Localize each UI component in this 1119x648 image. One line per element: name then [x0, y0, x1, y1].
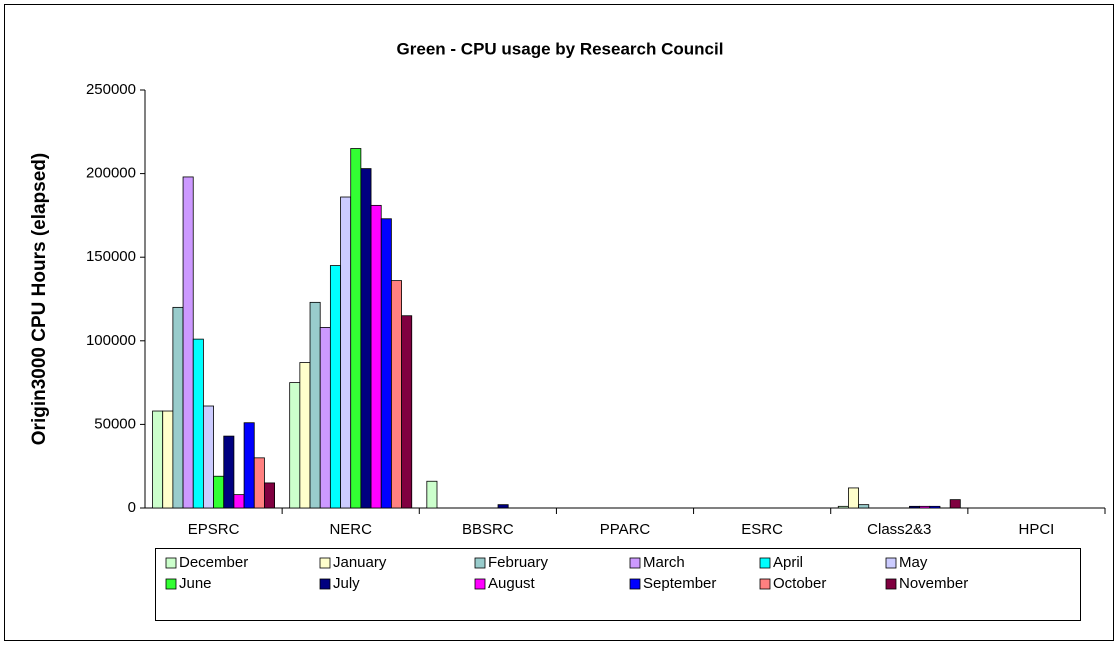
bar [390, 280, 402, 509]
bar [213, 475, 225, 509]
x-tick-label: BBSRC [462, 521, 514, 538]
x-tick-label: ESRC [741, 521, 783, 538]
bar [172, 306, 184, 509]
x-tick-label: EPSRC [188, 521, 240, 538]
legend-swatch [474, 578, 486, 590]
bar [360, 168, 372, 509]
legend-label: November [899, 575, 968, 592]
bar [192, 338, 204, 509]
bar [253, 457, 265, 509]
bar [858, 504, 870, 509]
bar [243, 422, 255, 509]
legend-swatch [165, 557, 177, 569]
x-tick-label: HPCI [1019, 521, 1055, 538]
legend [155, 548, 1081, 621]
legend-label: February [488, 554, 549, 571]
legend-swatch [885, 557, 897, 569]
bar [329, 265, 341, 509]
y-axis-label: Origin3000 CPU Hours (elapsed) [29, 153, 50, 445]
legend-label: January [333, 554, 387, 571]
legend-swatch [165, 578, 177, 590]
bar [497, 504, 509, 509]
x-tick-label: PPARC [600, 521, 651, 538]
bar [309, 301, 321, 509]
legend-swatch [759, 578, 771, 590]
y-tick-label: 100000 [86, 332, 136, 349]
bar [319, 327, 331, 509]
bar [152, 410, 164, 509]
legend-swatch [629, 557, 641, 569]
legend-label: July [333, 575, 360, 592]
bar [162, 410, 174, 509]
bar [949, 499, 961, 509]
legend-label: May [899, 554, 928, 571]
bar [909, 505, 921, 509]
bar [340, 196, 352, 509]
bar [289, 382, 301, 509]
bar [264, 482, 275, 509]
legend-label: March [643, 554, 685, 571]
bar [426, 480, 438, 509]
y-tick-label: 250000 [86, 81, 136, 98]
bar [182, 176, 194, 509]
legend-label: April [773, 554, 803, 571]
legend-label: December [179, 554, 248, 571]
legend-swatch [759, 557, 771, 569]
bar [848, 487, 860, 509]
bar [299, 362, 311, 509]
y-tick-label: 0 [128, 499, 136, 516]
legend-swatch [629, 578, 641, 590]
bar [837, 505, 849, 509]
legend-label: September [643, 575, 716, 592]
bar [202, 405, 214, 509]
bar [401, 315, 413, 509]
legend-label: August [488, 575, 536, 592]
bar [350, 148, 362, 509]
legend-label: June [179, 575, 212, 592]
legend-label: October [773, 575, 826, 592]
bar [370, 204, 382, 509]
y-tick-label: 200000 [86, 165, 136, 182]
chart-title: Green - CPU usage by Research Council [397, 39, 724, 58]
legend-swatch [474, 557, 486, 569]
y-tick-label: 50000 [94, 415, 136, 432]
legend-swatch [319, 578, 331, 590]
bar [929, 505, 941, 509]
x-tick-label: NERC [329, 521, 372, 538]
bar [233, 494, 245, 509]
x-tick-label: Class2&3 [867, 521, 931, 538]
bar [380, 218, 392, 509]
legend-swatch [319, 557, 331, 569]
legend-swatch [885, 578, 897, 590]
bar [919, 505, 931, 509]
y-tick-label: 150000 [86, 248, 136, 265]
bar [223, 435, 235, 509]
chart-border [4, 4, 1114, 641]
